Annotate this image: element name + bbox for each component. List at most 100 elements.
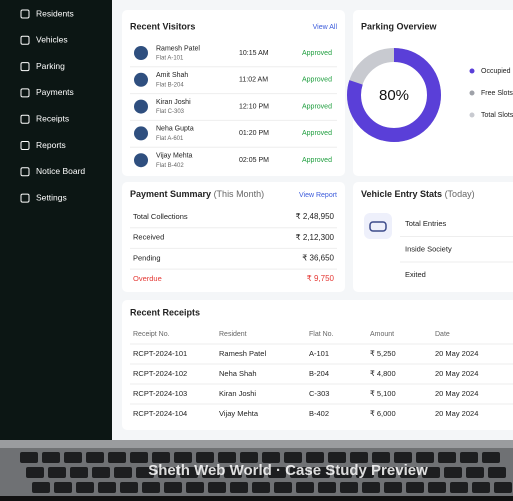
key — [108, 452, 126, 463]
key — [186, 482, 204, 493]
table-cell: A-101 — [309, 349, 329, 358]
key — [466, 467, 484, 478]
car-shape — [369, 221, 387, 232]
table-cell: C-303 — [309, 389, 329, 398]
table-cell: Neha Shah — [219, 369, 257, 378]
key — [450, 482, 468, 493]
payment-label: Pending — [133, 253, 161, 262]
visitor-status: Approved — [302, 103, 332, 110]
nav-item[interactable]: Receipts — [36, 113, 69, 123]
key — [252, 482, 270, 493]
nav-item[interactable]: Settings — [36, 192, 67, 202]
key — [444, 467, 462, 478]
key — [494, 482, 512, 493]
legend-label: Total Slots — [481, 112, 513, 119]
key — [48, 467, 66, 478]
nav-icon — [20, 9, 30, 19]
key — [26, 467, 44, 478]
key — [158, 467, 176, 478]
visitor-flat: Flat B-204 — [156, 82, 184, 88]
key — [268, 467, 286, 478]
key — [306, 452, 324, 463]
nav-icon — [20, 141, 30, 150]
table-cell: B-204 — [309, 369, 329, 378]
nav-item[interactable]: Payments — [36, 87, 74, 97]
table-cell: RCPT-2024-104 — [133, 409, 187, 418]
payment-label: Received — [133, 233, 164, 242]
legend-label: Free Slots — [481, 90, 513, 97]
visitor-name: Neha Gupta — [156, 126, 194, 133]
key — [472, 482, 490, 493]
nav-item[interactable]: Parking — [36, 61, 65, 71]
nav-item[interactable]: Notice Board — [36, 166, 85, 176]
visitor-time: 01:20 PM — [239, 130, 269, 137]
key — [202, 467, 220, 478]
avatar — [134, 99, 148, 114]
title: Vehicle Entry Stats — [361, 189, 442, 199]
table-cell: ₹ 5,250 — [370, 349, 396, 358]
table-cell: Kiran Joshi — [219, 389, 256, 398]
key — [86, 452, 104, 463]
table-cell: RCPT-2024-103 — [133, 389, 187, 398]
key — [356, 467, 374, 478]
key — [218, 452, 236, 463]
avatar — [134, 126, 148, 141]
nav-icon — [20, 167, 30, 177]
table-header: Flat No. — [309, 331, 334, 338]
table-cell: Vijay Mehta — [219, 409, 259, 418]
link[interactable]: View All — [313, 24, 338, 31]
key — [70, 467, 88, 478]
visitor-flat: Flat A-601 — [156, 136, 184, 142]
card — [122, 10, 345, 176]
key — [406, 482, 424, 493]
payment-label: Total Collections — [133, 212, 188, 221]
key — [42, 452, 60, 463]
table-cell: 20 May 2024 — [435, 349, 478, 358]
key — [32, 482, 50, 493]
keyboard — [20, 452, 512, 493]
visitor-time: 02:05 PM — [239, 157, 269, 164]
key — [64, 452, 82, 463]
key — [120, 482, 138, 493]
key — [142, 482, 160, 493]
key — [296, 482, 314, 493]
key — [488, 467, 506, 478]
table-cell: 20 May 2024 — [435, 409, 478, 418]
key — [262, 452, 280, 463]
key — [196, 452, 214, 463]
nav-item[interactable]: Residents — [36, 8, 74, 18]
payment-amount: ₹ 2,12,300 — [296, 233, 335, 242]
key — [350, 452, 368, 463]
nav-item[interactable]: Reports — [36, 140, 66, 150]
key — [98, 482, 116, 493]
key — [136, 467, 154, 478]
nav-icon — [20, 193, 30, 203]
key — [378, 467, 396, 478]
payment-amount: ₹ 2,48,950 — [296, 212, 335, 221]
key — [422, 467, 440, 478]
key — [180, 467, 198, 478]
visitor-status: Approved — [302, 77, 332, 84]
car-icon — [364, 213, 392, 239]
key — [274, 482, 292, 493]
key — [312, 467, 330, 478]
table-cell: Ramesh Patel — [219, 349, 266, 358]
key — [20, 452, 38, 463]
visitor-name: Amit Shah — [156, 72, 188, 79]
payment-label: Overdue — [133, 274, 162, 283]
key — [230, 482, 248, 493]
watermark: Sheth Web World · Case Study Preview — [148, 462, 428, 479]
key — [174, 452, 192, 463]
table-cell: ₹ 6,000 — [370, 409, 396, 418]
avatar — [134, 72, 148, 87]
vehicle-stat: Exited — [405, 270, 426, 279]
key — [130, 452, 148, 463]
key — [394, 452, 412, 463]
key — [224, 467, 242, 478]
visitor-time: 12:10 PM — [239, 103, 269, 110]
link[interactable]: View Report — [299, 192, 337, 199]
key — [240, 452, 258, 463]
nav-item[interactable]: Vehicles — [36, 35, 68, 45]
table-cell: ₹ 4,800 — [370, 369, 396, 378]
